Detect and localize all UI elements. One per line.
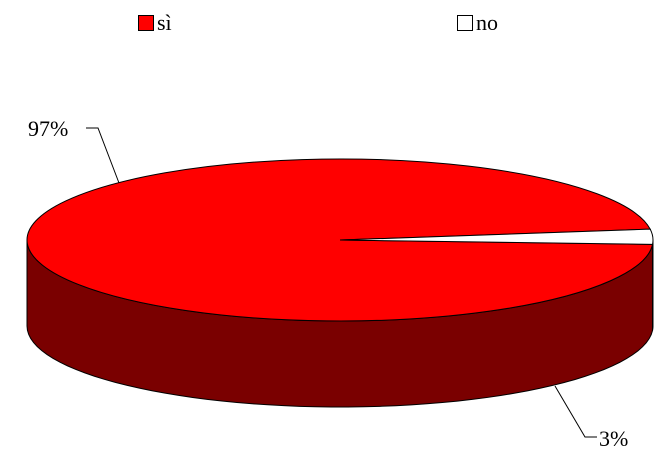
legend-item-no: no	[457, 10, 498, 36]
legend-item-si: sì	[138, 10, 172, 36]
legend-label-si: sì	[157, 10, 172, 35]
legend-swatch-no	[457, 15, 473, 31]
slice-no-top	[339, 228, 654, 245]
legend: sì no	[0, 0, 660, 40]
leader-line-no	[554, 385, 597, 438]
slice-si-top	[26, 158, 654, 322]
leader-line-si	[86, 127, 120, 184]
data-label-si: 97%	[28, 116, 68, 141]
legend-label-no: no	[476, 10, 498, 35]
data-label-no: 3%	[599, 426, 628, 451]
legend-swatch-si	[138, 15, 154, 31]
